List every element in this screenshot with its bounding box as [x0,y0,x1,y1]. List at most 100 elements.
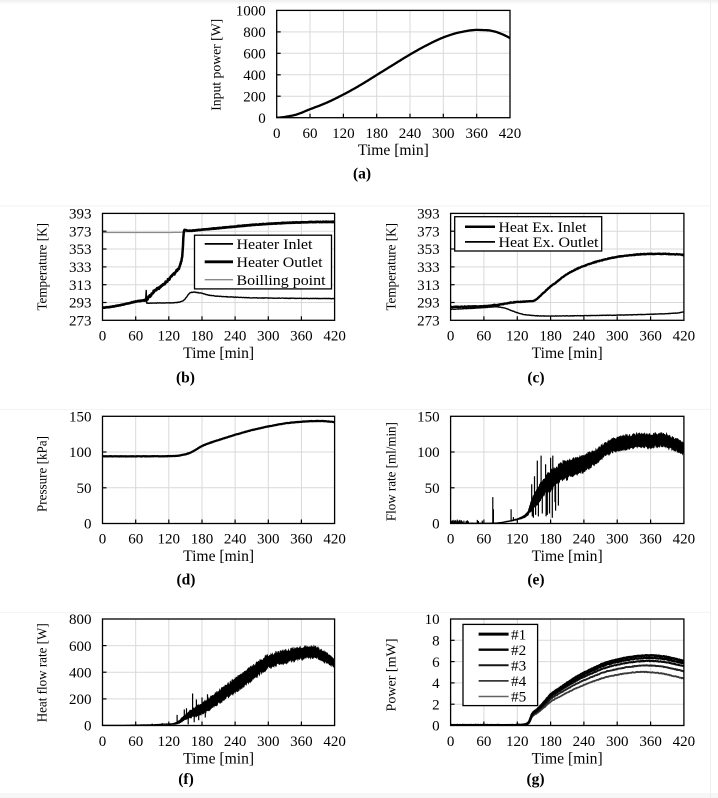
svg-text:100: 100 [69,445,92,461]
svg-text:0: 0 [84,517,92,533]
svg-text:240: 240 [573,532,596,548]
svg-text:400: 400 [69,666,92,682]
svg-text:360: 360 [465,126,488,142]
svg-text:Time [min]: Time [min] [532,345,603,362]
svg-text:313: 313 [417,278,440,294]
svg-text:(e): (e) [527,572,544,589]
svg-text:0: 0 [258,111,266,127]
svg-text:120: 120 [332,126,355,142]
svg-text:Time [min]: Time [min] [183,345,254,362]
svg-text:0: 0 [432,719,440,735]
svg-text:393: 393 [417,207,440,223]
svg-text:(a): (a) [353,166,371,183]
svg-text:400: 400 [243,68,266,84]
svg-text:#1: #1 [511,626,526,643]
svg-text:353: 353 [69,242,92,258]
svg-text:2: 2 [432,697,440,713]
svg-text:180: 180 [191,329,214,345]
svg-text:300: 300 [432,126,455,142]
svg-text:300: 300 [606,532,629,548]
svg-text:333: 333 [69,260,92,276]
svg-text:420: 420 [323,329,346,345]
svg-text:0: 0 [84,719,92,735]
svg-text:360: 360 [290,734,313,750]
svg-text:0: 0 [273,126,281,142]
svg-text:Heat Ex. Inlet: Heat Ex. Inlet [499,219,588,236]
svg-text:0: 0 [99,734,107,750]
svg-text:150: 150 [417,410,440,426]
svg-text:60: 60 [476,734,491,750]
svg-text:0: 0 [447,532,455,548]
svg-text:120: 120 [506,532,529,548]
svg-text:Input power [W]: Input power [W] [210,19,225,111]
svg-text:(b): (b) [176,370,195,387]
svg-text:150: 150 [69,410,92,426]
svg-text:360: 360 [639,532,662,548]
svg-text:#5: #5 [511,689,526,706]
svg-text:420: 420 [673,734,696,750]
svg-text:120: 120 [506,329,529,345]
svg-text:800: 800 [69,612,92,628]
svg-text:#3: #3 [511,658,526,675]
svg-text:420: 420 [499,126,522,142]
svg-text:300: 300 [257,329,280,345]
svg-text:420: 420 [323,734,346,750]
svg-text:240: 240 [399,126,422,142]
svg-text:360: 360 [290,329,313,345]
svg-text:600: 600 [69,639,92,655]
svg-text:600: 600 [243,47,266,63]
svg-text:0: 0 [447,734,455,750]
svg-text:300: 300 [257,734,280,750]
svg-text:(c): (c) [527,370,544,387]
svg-text:333: 333 [417,260,440,276]
svg-text:8: 8 [432,634,440,650]
svg-text:60: 60 [128,734,143,750]
svg-text:800: 800 [243,25,266,41]
svg-text:240: 240 [224,532,247,548]
svg-text:273: 273 [417,314,440,330]
svg-text:(g): (g) [526,771,544,788]
svg-text:Time [min]: Time [min] [532,548,603,565]
svg-text:#4: #4 [511,673,527,690]
svg-text:6: 6 [432,655,440,671]
svg-text:373: 373 [417,224,440,240]
svg-text:Heat flow rate [W]: Heat flow rate [W] [36,623,51,722]
svg-text:180: 180 [365,126,388,142]
svg-text:10: 10 [425,612,440,628]
svg-text:200: 200 [243,89,266,105]
svg-text:#2: #2 [511,642,526,659]
svg-text:1000: 1000 [236,4,266,20]
svg-text:120: 120 [158,329,181,345]
svg-text:0: 0 [99,329,107,345]
svg-text:Temperature [K]: Temperature [K] [385,223,400,311]
svg-text:313: 313 [69,278,92,294]
svg-text:100: 100 [417,445,440,461]
svg-text:420: 420 [323,532,346,548]
svg-text:(d): (d) [177,572,196,589]
svg-text:Time [min]: Time [min] [183,750,254,767]
svg-text:293: 293 [69,296,92,312]
svg-text:120: 120 [158,532,181,548]
svg-text:(f): (f) [178,771,194,788]
svg-text:300: 300 [257,532,280,548]
svg-text:0: 0 [99,532,107,548]
svg-text:60: 60 [476,532,491,548]
svg-text:Pressure [kPa]: Pressure [kPa] [36,436,51,512]
svg-text:240: 240 [573,734,596,750]
svg-text:Time [min]: Time [min] [358,142,429,159]
svg-text:293: 293 [417,296,440,312]
svg-text:Time [min]: Time [min] [183,548,254,565]
svg-text:420: 420 [673,329,696,345]
svg-text:393: 393 [69,207,92,223]
svg-text:Boilling point: Boilling point [237,272,327,289]
svg-text:420: 420 [673,532,696,548]
svg-text:0: 0 [447,329,455,345]
svg-text:240: 240 [224,734,247,750]
svg-text:Temperature [K]: Temperature [K] [36,223,51,311]
svg-text:120: 120 [158,734,181,750]
svg-text:353: 353 [417,242,440,258]
svg-text:240: 240 [224,329,247,345]
svg-text:360: 360 [290,532,313,548]
svg-text:Flow rate [ml/min]: Flow rate [ml/min] [385,422,400,521]
svg-text:360: 360 [639,734,662,750]
